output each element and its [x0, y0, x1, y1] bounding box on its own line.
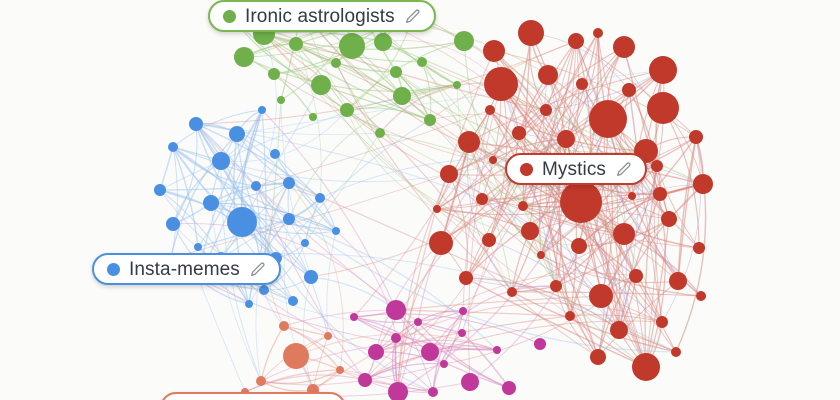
- pencil-icon[interactable]: [404, 8, 421, 25]
- cluster-label-orange-cluster-partial[interactable]: [160, 392, 346, 400]
- pencil-icon[interactable]: [615, 161, 632, 178]
- cluster-label-ironic-astrologists[interactable]: Ironic astrologists: [208, 0, 436, 32]
- cluster-label-insta-memes[interactable]: Insta-memes: [92, 253, 281, 285]
- cluster-color-dot: [107, 262, 120, 276]
- pencil-icon[interactable]: [249, 261, 266, 278]
- cluster-color-dot: [520, 162, 533, 176]
- cluster-label-text: Mystics: [542, 158, 607, 180]
- cluster-label-text: Ironic astrologists: [245, 5, 395, 27]
- cluster-label-mystics[interactable]: Mystics: [505, 153, 648, 185]
- cluster-label-text: Insta-memes: [129, 258, 240, 280]
- cluster-color-dot: [223, 9, 236, 23]
